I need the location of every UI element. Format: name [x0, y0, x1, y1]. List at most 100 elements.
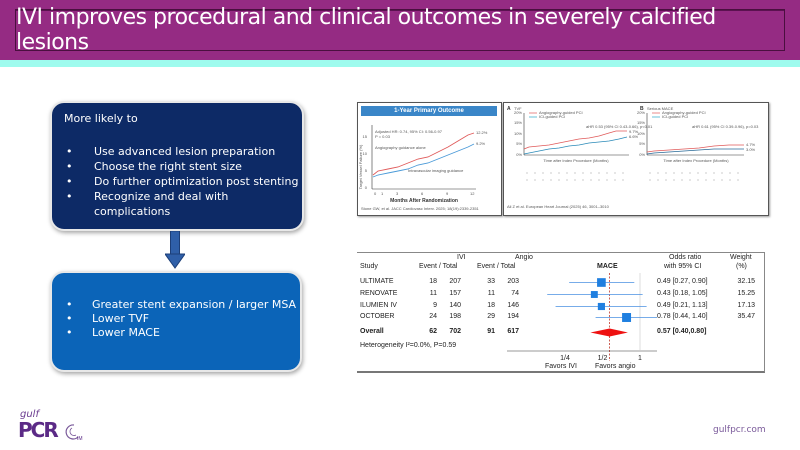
- angio-total: 146: [507, 302, 519, 309]
- panel-b-xlabel: Time after Index Procedure (Months): [663, 158, 729, 163]
- odds-ratio-marker: [622, 313, 632, 322]
- ivi-events: 24: [429, 313, 437, 320]
- bullet-icon: •: [66, 190, 73, 203]
- figure-1-citation: Stone GW, et al. JACC Cardiovasc Interv.…: [361, 206, 480, 211]
- bullet-icon: •: [66, 298, 73, 311]
- forest-plot: IVI Angio Study Event / Total Event / To…: [357, 252, 765, 373]
- angio-events: 29: [487, 313, 495, 320]
- col-weight: Weight: [730, 254, 752, 261]
- x-tick: 12: [470, 191, 475, 196]
- outcome-item: • Greater stent expansion / larger MSA: [66, 298, 297, 311]
- panel-a-label: A: [507, 106, 511, 112]
- odds-ratio-ci: 0.43 [0.18, 1.05]: [657, 290, 708, 297]
- y-tick: 15%: [514, 120, 522, 125]
- y-tick: 0%: [639, 152, 645, 157]
- panel-b-ivi-curve: [646, 148, 744, 155]
- y-tick: 0%: [516, 152, 522, 157]
- ivi-events: 62: [429, 328, 437, 335]
- p-annotation: P = 0.03: [375, 134, 391, 139]
- y-tick: 20%: [637, 110, 645, 115]
- angio-total: 74: [511, 290, 519, 297]
- x-tick: 0: [374, 191, 377, 196]
- bullet-icon: •: [66, 312, 73, 325]
- study-name: ULTIMATE: [360, 278, 394, 285]
- odds-ratio-ci: 0.57 [0.40,0.80]: [657, 328, 707, 335]
- col-weight-sub: (%): [736, 263, 747, 270]
- panel-b-annotation: aHR 0.61 (95% CI 0.39-0.96), p=0.03: [692, 124, 759, 129]
- col-angio-event-total: Event / Total: [477, 263, 516, 270]
- y-tick: 15: [363, 134, 368, 139]
- mechanism-item: • Choose the right stent size: [66, 160, 242, 173]
- legend-ivi: ICI-guided PCI: [539, 114, 565, 119]
- panel-b-risk-table: [649, 172, 744, 181]
- ivi-end-value: 9.2%: [476, 141, 486, 146]
- weight-percent: 32.15: [737, 278, 755, 285]
- y-tick: 5%: [516, 141, 522, 146]
- mechanism-lead: More likely to: [64, 112, 138, 125]
- hr-annotation: Adjusted HR: 0.74, 95% CI: 0.56-0.97: [375, 129, 443, 134]
- ivi-total: 140: [449, 302, 461, 309]
- forest-x-tick: 1/4: [560, 355, 570, 362]
- y-tick: 10: [363, 151, 368, 156]
- gim-logo-icon: IM: [65, 424, 83, 442]
- figure-2-plot: A TVF 0% 5% 10% 15% 20% Angiography-guid…: [507, 106, 759, 209]
- x-tick: 9: [446, 191, 449, 196]
- figure-1-year-outcome: 1-Year Primary Outcome Target Vessel Fai…: [357, 102, 502, 216]
- col-study: Study: [360, 263, 378, 270]
- panel-b-label: B: [640, 106, 644, 112]
- angio-events: 91: [487, 328, 495, 335]
- legend-angio: Angiography-guided PCI: [662, 110, 706, 115]
- panel-b-ivi-end: 3.0%: [746, 147, 756, 152]
- weight-percent: 17.13: [737, 302, 755, 309]
- angio-curve: [372, 132, 475, 176]
- forest-x-tick: 1: [638, 355, 642, 362]
- angio-total: 203: [507, 278, 519, 285]
- figure-1-ylabel: Target Vessel Failure (%): [358, 144, 363, 189]
- bullet-icon: •: [66, 175, 73, 188]
- x-tick: 6: [421, 191, 424, 196]
- slide-title: IVI improves procedural and clinical out…: [16, 5, 716, 55]
- col-odds-ratio-sub: with 95% CI: [664, 263, 702, 270]
- panel-b-angio-end: 4.7%: [746, 142, 756, 147]
- y-tick: 5: [365, 168, 368, 173]
- panel-a-angio-end: 9.7%: [629, 129, 639, 134]
- figure-tvf-mace: A TVF 0% 5% 10% 15% 20% Angiography-guid…: [503, 102, 769, 216]
- mechanism-item: • Use advanced lesion preparation: [66, 145, 276, 158]
- figure-1-title: 1-Year Primary Outcome: [361, 106, 497, 116]
- ivi-curve: [372, 143, 475, 178]
- y-tick: 10%: [637, 131, 645, 136]
- y-tick: 0: [365, 185, 368, 190]
- y-tick: 5%: [639, 141, 645, 146]
- ivi-label: Intravascular imaging guidance: [408, 168, 464, 173]
- ivi-total: 157: [449, 290, 461, 297]
- figure-1-xlabel: Months After Randomization: [390, 198, 458, 204]
- mechanism-item: • Recognize and deal with complications: [66, 190, 229, 218]
- col-ivi-event-total: Event / Total: [419, 263, 458, 270]
- figure-2-citation: Ali Z et al. European Heart Journal (202…: [507, 204, 610, 209]
- weight-percent: 15.25: [737, 290, 755, 297]
- angio-total: 617: [507, 328, 519, 335]
- odds-ratio-ci: 0.78 [0.44, 1.40]: [657, 313, 708, 320]
- x-tick: 1: [381, 191, 384, 196]
- favors-angio: Favors angio: [595, 363, 636, 370]
- bullet-icon: •: [66, 145, 73, 158]
- panel-a-angio-curve: [523, 130, 627, 150]
- outcome-item: • Lower MACE: [66, 326, 160, 339]
- outcomes-list: • Greater stent expansion / larger MSA • L…: [64, 298, 299, 340]
- odds-ratio-ci: 0.49 [0.27, 0.90]: [657, 278, 708, 285]
- col-outcome: MACE: [597, 263, 618, 270]
- panel-b-title: Serious MACE: [647, 106, 674, 111]
- forest-plot-graphic: 1/4 1/2 1: [507, 273, 657, 362]
- y-tick: 20%: [514, 110, 522, 115]
- y-tick: 15%: [637, 120, 645, 125]
- odds-ratio-marker: [597, 302, 605, 311]
- legend-ivi: ICI-guided PCI: [662, 114, 688, 119]
- ivi-total: 198: [449, 313, 461, 320]
- overall-diamond: [590, 328, 628, 337]
- legend-angio: Angiography-guided PCI: [539, 110, 583, 115]
- col-angio: Angio: [515, 254, 533, 261]
- study-name: RENOVATE: [360, 290, 398, 297]
- panel-a-annotation: aHR 0.53 (95% CI 0.43-0.66), p<0.01: [586, 124, 653, 129]
- forest-x-tick: 1/2: [598, 355, 608, 362]
- study-name: Overall: [360, 328, 384, 335]
